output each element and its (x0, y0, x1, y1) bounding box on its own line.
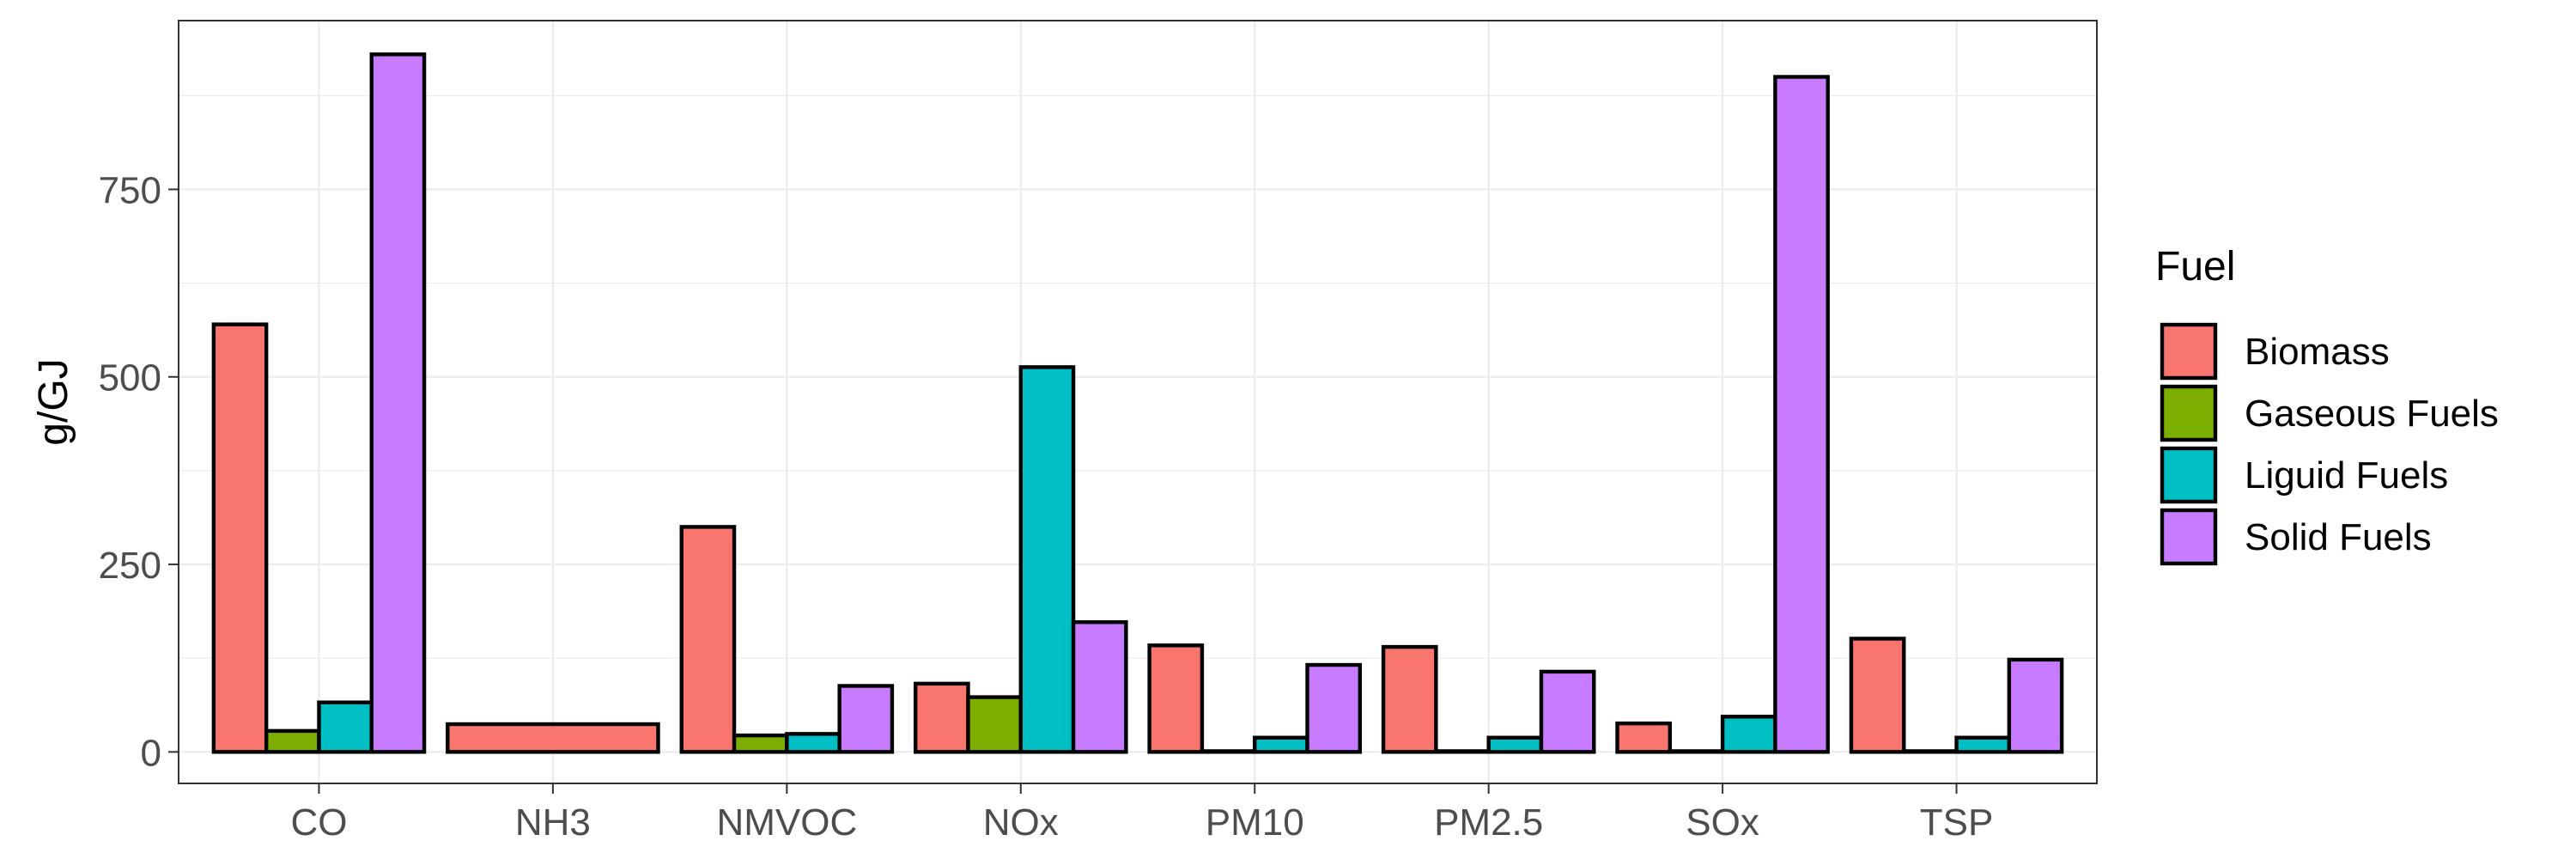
bar-biomass-tsp (1849, 637, 1906, 754)
x-tick-label: CO (290, 801, 347, 844)
x-tick-label: PM10 (1206, 801, 1304, 844)
bar-solid-fuels-pm2-5 (1539, 669, 1596, 754)
legend-label: Gaseous Fuels (2245, 393, 2499, 435)
bar-liguid-fuels-pm2-5 (1486, 735, 1544, 754)
bar-biomass-sox (1615, 721, 1672, 754)
y-tick-label: 500 (99, 357, 161, 399)
bar-solid-fuels-nmvoc (837, 684, 895, 754)
legend-swatch (2160, 384, 2218, 442)
bar-gaseous-fuels-pm2-5 (1434, 749, 1491, 754)
legend-label: Biomass (2245, 331, 2390, 373)
bar-liguid-fuels-nox (1018, 365, 1076, 754)
bar-liguid-fuels-tsp (1954, 735, 2012, 754)
bar-liguid-fuels-nmvoc (785, 732, 841, 754)
bar-gaseous-fuels-sox (1668, 749, 1725, 754)
bar-biomass-nmvoc (679, 525, 737, 754)
x-tick-label: NMVOC (716, 801, 857, 844)
legend-label: Liguid Fuels (2245, 454, 2448, 497)
bar-gaseous-fuels-nmvoc (732, 733, 789, 754)
x-tick-label: NH3 (515, 801, 591, 844)
bar-biomass-pm2-5 (1381, 644, 1438, 754)
bar-solid-fuels-sox (1773, 75, 1830, 754)
bar-biomass-nox (913, 681, 970, 754)
bar-liguid-fuels-pm10 (1253, 735, 1309, 754)
bar-liguid-fuels-co (317, 700, 374, 754)
bar-gaseous-fuels-co (264, 728, 321, 754)
y-axis-title: g/GJ (31, 358, 76, 445)
bar-solid-fuels-co (369, 52, 427, 754)
bar-solid-fuels-nox (1071, 620, 1128, 754)
bar-solid-fuels-pm10 (1305, 662, 1363, 754)
bars (211, 52, 2064, 754)
bar-gaseous-fuels-nox (966, 695, 1023, 754)
bar-solid-fuels-tsp (2007, 657, 2064, 754)
x-tick-label: NOx (983, 801, 1059, 844)
bar-biomass-co (211, 322, 269, 754)
bar-biomass-nh3 (446, 722, 660, 754)
grid (179, 21, 2097, 783)
legend-swatch (2160, 446, 2218, 504)
y-tick-label: 250 (99, 545, 161, 587)
bar-gaseous-fuels-tsp (1902, 749, 1959, 754)
legend-swatch (2160, 322, 2218, 381)
x-tick-label: SOx (1686, 801, 1759, 844)
y-tick-label: 750 (99, 169, 161, 211)
legend-swatch (2160, 508, 2218, 566)
legend-items: Biomass Gaseous Fuels Liguid Fuels Solid Fu… (2160, 322, 2499, 566)
bar-biomass-pm10 (1147, 643, 1205, 754)
bar-gaseous-fuels-pm10 (1200, 749, 1257, 754)
x-tick-label: PM2.5 (1434, 801, 1543, 844)
axis-ticks: 0 250 500 750 CO NH3 NMVOC NOx PM10 PM2.5 SOx TSP (99, 169, 1994, 844)
legend-title: Fuel (2155, 244, 2235, 289)
x-tick-label: TSP (1920, 801, 1994, 844)
panel-border (178, 20, 2098, 784)
bar-liguid-fuels-sox (1720, 715, 1777, 754)
y-tick-label: 0 (141, 732, 161, 774)
legend-label: Solid Fuels (2245, 516, 2432, 558)
legend: Fuel Biomass Gaseous Fuels Liguid Fuels Sol… (2155, 244, 2499, 566)
